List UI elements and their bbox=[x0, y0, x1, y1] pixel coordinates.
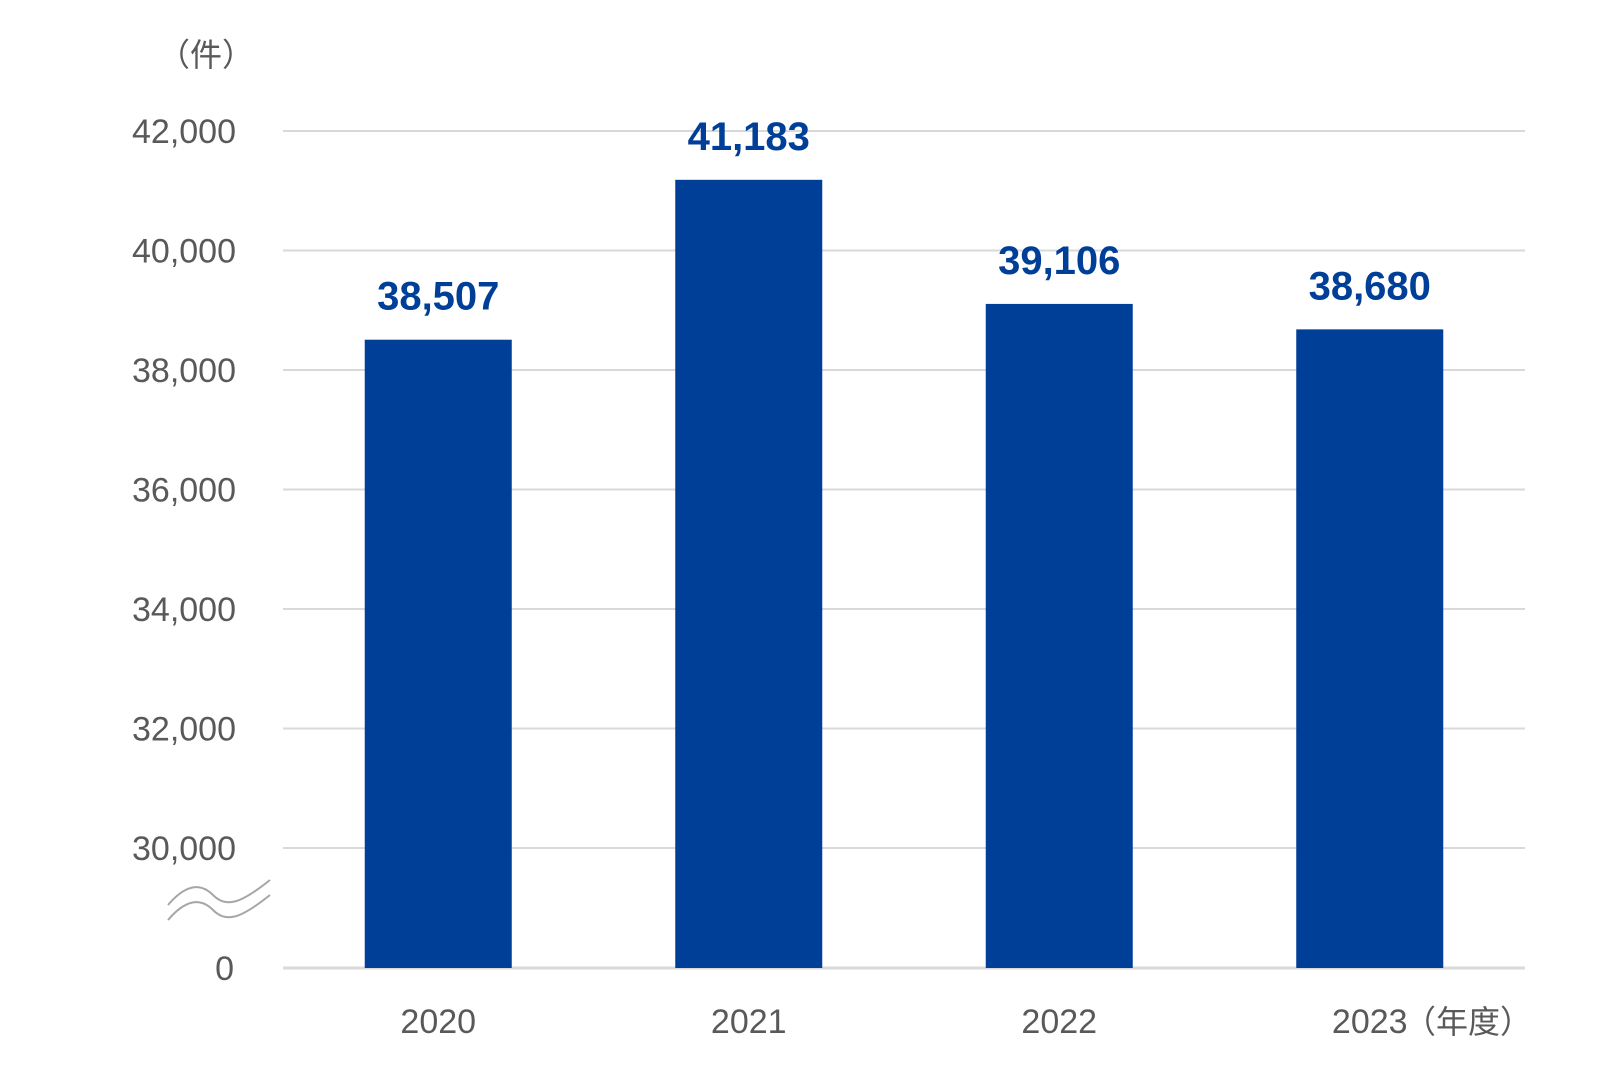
y-tick-label: 42,000 bbox=[132, 113, 236, 151]
y-tick-label: 36,000 bbox=[132, 472, 236, 510]
x-tick-label: 2021 bbox=[711, 1003, 787, 1041]
bar bbox=[985, 303, 1133, 968]
y-tick-label: 38,000 bbox=[132, 352, 236, 390]
bars bbox=[364, 179, 1444, 969]
y-tick-label: 32,000 bbox=[132, 711, 236, 749]
y-axis-unit: （件） bbox=[158, 36, 254, 74]
data-label: 41,183 bbox=[688, 115, 810, 159]
y-tick-label: 30,000 bbox=[132, 830, 236, 868]
bar bbox=[364, 339, 512, 968]
bar bbox=[675, 179, 823, 969]
data-label: 38,680 bbox=[1309, 264, 1431, 308]
data-labels: 38,507 41,183 39,106 38,680 bbox=[377, 115, 1431, 319]
axis-break-icon bbox=[167, 879, 271, 921]
data-label: 38,507 bbox=[377, 275, 499, 319]
x-axis-unit: （年度） bbox=[1404, 1003, 1532, 1041]
y-axis-tick-labels: 0 30,000 32,000 34,000 36,000 38,000 40,000 42,… bbox=[132, 113, 236, 988]
bar bbox=[1296, 329, 1444, 968]
y-tick-label: 0 bbox=[215, 950, 234, 988]
x-tick-label: 2020 bbox=[400, 1003, 476, 1041]
y-tick-label: 34,000 bbox=[132, 591, 236, 629]
y-tick-label: 40,000 bbox=[132, 233, 236, 271]
x-tick-label: 2023 bbox=[1332, 1003, 1408, 1041]
x-axis-tick-labels: 2020 2021 2022 2023 bbox=[400, 1003, 1407, 1041]
data-label: 39,106 bbox=[998, 239, 1120, 283]
x-tick-label: 2022 bbox=[1021, 1003, 1097, 1041]
